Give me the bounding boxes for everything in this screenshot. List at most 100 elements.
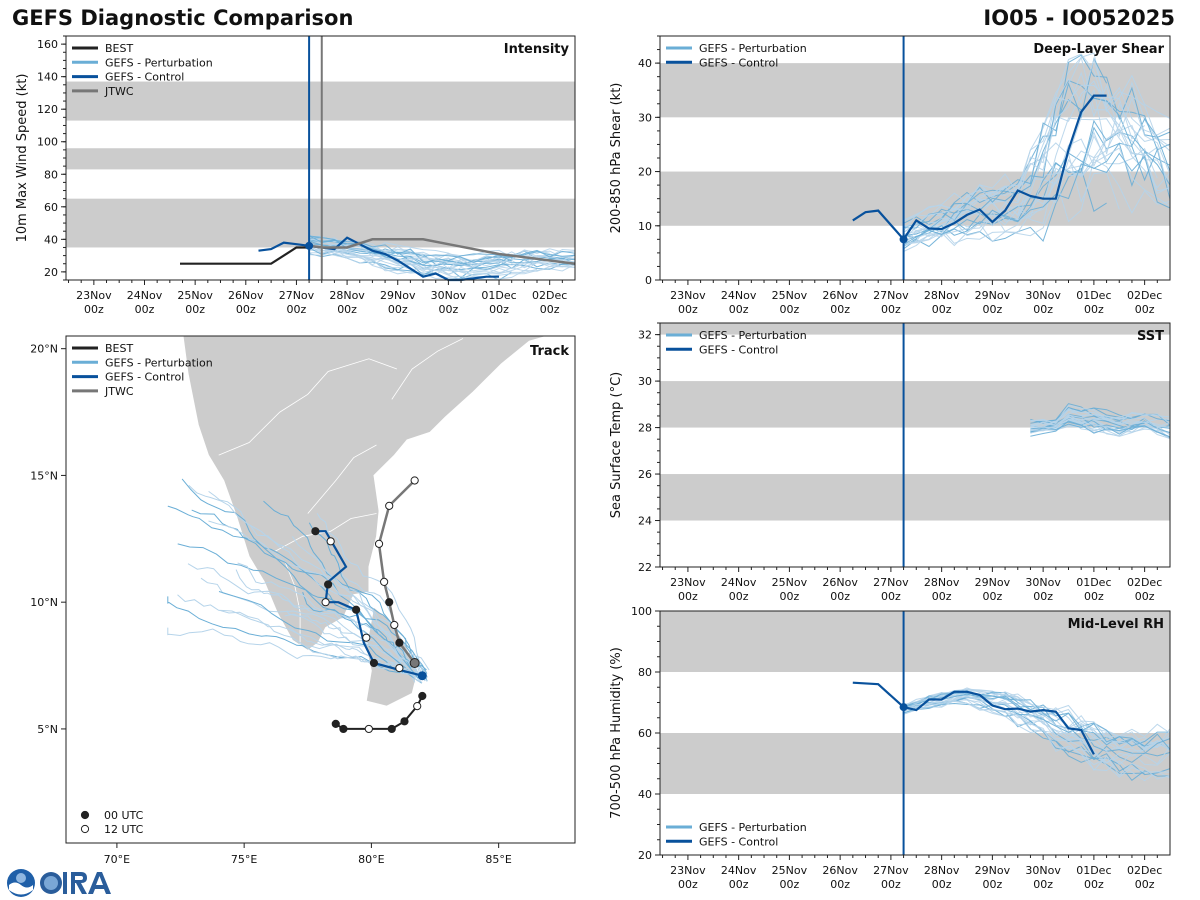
x-tick-label: 26Nov	[822, 864, 858, 877]
y-tick-label: 30	[638, 111, 652, 124]
y-tick-label: 60	[638, 727, 652, 740]
threshold-band	[66, 148, 575, 170]
x-tick-label: 00z	[881, 303, 901, 316]
jtwc-track-point	[385, 598, 394, 607]
control-track-point	[321, 598, 330, 607]
legend-label: JTWC	[104, 385, 134, 398]
y-tick-label: 60	[44, 201, 58, 214]
lon-tick-label: 80°E	[358, 853, 384, 866]
y-tick-label: 28	[638, 422, 652, 435]
x-tick-label: 00z	[678, 878, 698, 891]
perturbation-member-line	[903, 134, 1108, 252]
x-tick-label: 01Dec	[1076, 864, 1111, 877]
x-tick-label: 00z	[236, 303, 256, 316]
state-border	[391, 338, 464, 400]
x-tick-label: 00z	[1135, 878, 1155, 891]
threshold-band	[66, 198, 575, 248]
x-tick-label: 27Nov	[873, 289, 909, 302]
y-tick-label: 100	[631, 605, 652, 618]
x-tick-label: 00z	[780, 878, 800, 891]
y-tick-label: 160	[37, 38, 58, 51]
legend-label: BEST	[105, 42, 133, 55]
legend-label: GEFS - Perturbation	[699, 329, 807, 342]
panel-title: SST	[1137, 329, 1164, 344]
perturbation-member-line	[903, 700, 1171, 778]
jtwc-track-point	[410, 476, 419, 485]
y-tick-label: 80	[638, 666, 652, 679]
x-tick-label: 00z	[982, 878, 1002, 891]
legend-label: GEFS - Perturbation	[105, 356, 213, 369]
y-tick-label: 10	[638, 220, 652, 233]
x-tick-label: 26Nov	[822, 289, 858, 302]
x-tick-label: 28Nov	[924, 864, 960, 877]
legend-label: JTWC	[104, 85, 134, 98]
perturbation-track	[208, 490, 421, 678]
x-tick-label: 24Nov	[721, 576, 757, 589]
threshold-band	[660, 611, 1170, 672]
state-border	[307, 444, 377, 514]
page-title: GEFS Diagnostic Comparison	[12, 6, 354, 30]
perturbation-member-line	[1030, 419, 1171, 440]
y-axis-label: Sea Surface Temp (°C)	[609, 372, 624, 519]
x-tick-label: 23Nov	[76, 289, 112, 302]
y-tick-label: 24	[638, 515, 652, 528]
perturbation-member-line	[903, 71, 1171, 232]
perturbation-member-line	[903, 131, 1171, 238]
y-tick-label: 40	[44, 233, 58, 246]
x-tick-label: 30Nov	[431, 289, 467, 302]
x-tick-label: 28Nov	[924, 289, 960, 302]
x-tick-label: 00z	[287, 303, 307, 316]
best-track-point	[413, 702, 422, 711]
plot-frame	[659, 322, 1171, 568]
x-tick-label: 24Nov	[721, 289, 757, 302]
x-tick-label: 27Nov	[279, 289, 315, 302]
jtwc-track-point	[390, 620, 399, 630]
perturbation-member-line	[1030, 414, 1120, 427]
x-tick-label: 00z	[1135, 590, 1155, 603]
x-tick-label: 00z	[678, 303, 698, 316]
x-tick-label: 01Dec	[1076, 289, 1111, 302]
lat-tick-label: 15°N	[30, 469, 58, 482]
perturbation-track	[177, 543, 420, 676]
lon-tick-label: 75°E	[231, 853, 257, 866]
perturbation-track	[316, 513, 429, 678]
perturbation-member-line	[903, 693, 1171, 754]
cira-logo	[7, 869, 111, 897]
track-init-point	[417, 671, 427, 681]
x-tick-label: 28Nov	[329, 289, 365, 302]
panel-title: Track	[530, 344, 569, 359]
x-tick-label: 00z	[932, 303, 952, 316]
control-track-line	[315, 530, 423, 677]
panel-shear: 01020304023Nov00z24Nov00z25Nov00z26Nov00…	[609, 35, 1171, 316]
perturbation-member-line	[903, 167, 1107, 250]
x-tick-label: 23Nov	[670, 289, 706, 302]
threshold-band	[66, 81, 575, 121]
init-point	[899, 703, 908, 712]
x-tick-label: 26Nov	[228, 289, 264, 302]
legend-label: GEFS - Perturbation	[105, 56, 213, 69]
legend-label: GEFS - Control	[699, 56, 778, 69]
perturbation-member-line	[903, 695, 1145, 764]
jtwc-track-point	[374, 539, 384, 548]
best-track-point	[418, 691, 427, 701]
control-line	[852, 681, 1095, 755]
x-tick-label: 26Nov	[822, 576, 858, 589]
lon-tick-label: 70°E	[104, 853, 130, 866]
x-tick-label: 25Nov	[772, 864, 808, 877]
y-tick-label: 20	[44, 266, 58, 279]
panel-title: Intensity	[504, 42, 570, 57]
y-tick-label: 120	[37, 103, 58, 116]
legend-12utc-marker	[80, 824, 90, 834]
x-tick-label: 00z	[982, 303, 1002, 316]
x-tick-label: 00z	[932, 590, 952, 603]
legend-00utc-marker	[80, 810, 90, 820]
legend-12utc-label: 12 UTC	[104, 823, 144, 836]
jtwc-track-point	[385, 501, 394, 510]
panel-intensity: 2040608010012014016023Nov00z24Nov00z25No…	[15, 35, 576, 316]
perturbation-track	[237, 562, 417, 672]
perturbation-member-line	[1030, 420, 1171, 438]
x-tick-label: 02Dec	[532, 289, 567, 302]
y-tick-label: 20	[638, 166, 652, 179]
perturbation-member-line	[309, 252, 576, 281]
map-frame	[65, 335, 576, 844]
